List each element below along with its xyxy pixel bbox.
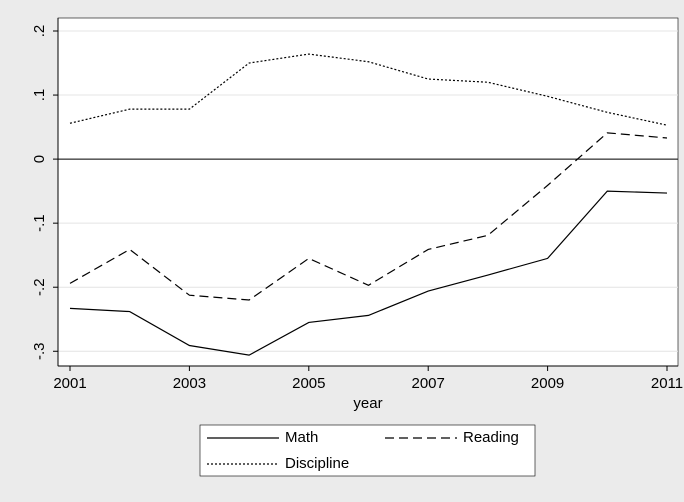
x-tick-label: 2003 — [173, 375, 206, 392]
y-tick-label: -.3 — [31, 343, 48, 361]
x-tick-label: 2009 — [531, 375, 564, 392]
plot-area — [57, 17, 679, 367]
x-tick-label: 2001 — [53, 375, 86, 392]
series-line — [69, 53, 668, 126]
legend-label: Math — [285, 429, 318, 446]
x-tick-label: 2011 — [651, 375, 683, 392]
legend-label: Reading — [463, 429, 519, 446]
y-tick-label: 0 — [31, 155, 48, 163]
y-tick-label: .1 — [31, 89, 48, 102]
legend-label: Discipline — [285, 455, 349, 472]
y-tick-label: .2 — [31, 25, 48, 38]
legend-box — [199, 424, 536, 477]
series-line — [69, 190, 668, 356]
x-tick-label: 2005 — [292, 375, 325, 392]
x-axis-label: year — [353, 395, 382, 412]
y-tick-label: -.2 — [31, 278, 48, 296]
x-tick-label: 2007 — [412, 375, 445, 392]
series-line — [69, 132, 668, 301]
y-tick-label: -.1 — [31, 214, 48, 232]
